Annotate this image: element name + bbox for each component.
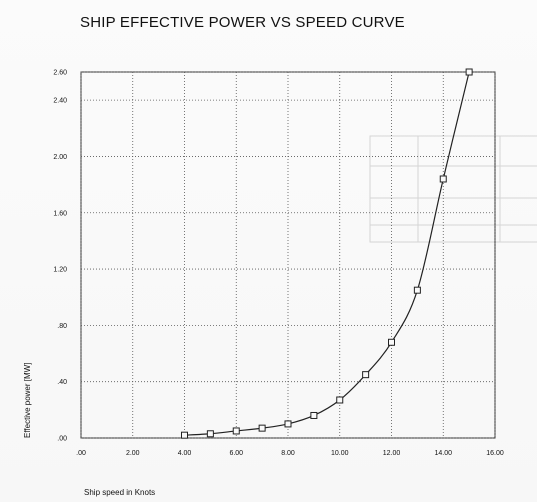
x-axis-label: Ship speed in Knots: [84, 488, 156, 497]
y-tick-label: .00: [57, 436, 67, 443]
series-point: [362, 371, 370, 379]
y-axis-label: Effective power [MW]: [23, 362, 32, 438]
x-tick-label: 8.00: [281, 450, 295, 457]
y-tick-label: 2.60: [53, 70, 67, 77]
grid: [80, 71, 496, 439]
series-point: [388, 338, 395, 346]
series-point: [258, 424, 266, 432]
series-point: [310, 411, 318, 419]
x-tick-label: 14.00: [434, 450, 452, 457]
y-tick-label: 1.60: [53, 210, 67, 217]
series-point: [206, 430, 214, 438]
x-axis-ticks: .00 2.00 4.00 6.00 8.00 10.00 12.00 14.00 16.00: [76, 450, 504, 457]
chart-title: SHIP EFFECTIVE POWER VS SPEED CURVE: [80, 14, 405, 31]
x-tick-label: 6.00: [229, 450, 243, 457]
y-tick-label: 2.40: [53, 98, 67, 105]
y-tick-label: 1.20: [53, 267, 67, 274]
series-point: [439, 175, 447, 183]
y-tick-label: 2.00: [53, 154, 67, 161]
series-point: [465, 68, 473, 76]
x-tick-label: 4.00: [178, 450, 192, 457]
series-point: [232, 427, 240, 435]
faded-stamp: [369, 135, 537, 243]
series-point: [181, 431, 188, 439]
series-point: [336, 396, 344, 404]
x-tick-label: .00: [76, 450, 86, 457]
y-axis-ticks: .00 .40 .80 1.20 1.60 2.00 2.40 2.60: [53, 70, 67, 443]
series-point: [284, 420, 292, 428]
series-points: [181, 68, 473, 439]
x-tick-label: 2.00: [126, 450, 140, 457]
y-tick-label: .40: [57, 379, 67, 386]
x-tick-label: 16.00: [486, 450, 504, 457]
x-tick-label: 12.00: [383, 450, 401, 457]
series-line: [184, 71, 470, 436]
series-point: [413, 286, 421, 294]
x-tick-label: 10.00: [331, 450, 349, 457]
y-tick-label: .80: [57, 323, 67, 330]
